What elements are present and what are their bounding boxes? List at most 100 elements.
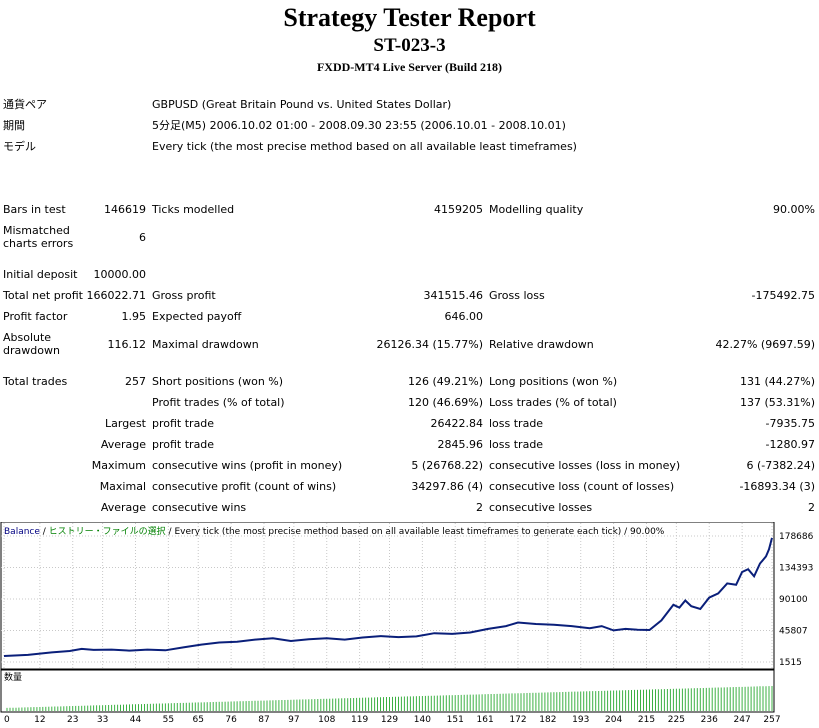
model-label: モデル: [3, 140, 36, 153]
ptrades-label: Profit trades (% of total): [152, 396, 285, 409]
average-profit-value: 2845.96: [437, 438, 484, 451]
x-tick-label: 0: [4, 715, 10, 724]
largest-label: Largest: [105, 417, 146, 430]
x-tick-label: 129: [381, 715, 398, 724]
quality-value: 90.00%: [773, 203, 815, 216]
short-label: Short positions (won %): [152, 375, 284, 388]
avglosses-value: 2: [808, 501, 815, 514]
x-tick-label: 204: [605, 715, 622, 724]
maxwins-label: consecutive wins (profit in money): [152, 459, 343, 472]
pf-value: 1.95: [121, 310, 147, 323]
x-tick-label: 97: [288, 715, 299, 724]
x-tick-label: 12: [34, 715, 45, 724]
payoff-label: Expected payoff: [152, 310, 242, 323]
x-tick-label: 193: [572, 715, 589, 724]
maxlosses-label: consecutive losses (loss in money): [489, 459, 681, 472]
x-tick-label: 23: [67, 715, 78, 724]
server-name: FXDD-MT4 Live Server (Build 218): [316, 60, 503, 74]
maxprofit-value: 34297.86 (4): [411, 480, 483, 493]
symbol-value: GBPUSD (Great Britain Pound vs. United S…: [152, 98, 452, 111]
x-tick-label: 65: [193, 715, 204, 724]
grossloss-value: -175492.75: [751, 289, 815, 302]
average-profit-label: profit trade: [152, 438, 215, 451]
ltrades-value: 137 (53.31%): [739, 396, 815, 409]
chart-header: Balance / ヒストリー・ファイルの選択 / Every tick (th…: [4, 525, 665, 537]
x-tick-label: 247: [734, 715, 751, 724]
ltrades-label: Loss trades (% of total): [489, 396, 617, 409]
mismatch-value: 6: [139, 231, 146, 244]
ticks-value: 4159205: [434, 203, 483, 216]
deposit-value: 10000.00: [93, 268, 147, 281]
absdd-value: 116.12: [107, 338, 147, 351]
grossprofit-value: 341515.46: [423, 289, 484, 302]
chart-header-balance: Balance: [4, 527, 40, 537]
maxprofit-label: consecutive profit (count of wins): [152, 480, 337, 493]
average-loss-label: loss trade: [489, 438, 544, 451]
chart-header-sep: /: [40, 527, 49, 537]
x-tick-label: 236: [701, 715, 718, 724]
x-tick-label: 257: [763, 715, 780, 724]
grossloss-label: Gross loss: [489, 289, 545, 302]
model-value: Every tick (the most precise method base…: [152, 140, 577, 153]
volume-label: 数量: [4, 671, 22, 683]
avgcons-label: Average: [100, 501, 146, 514]
average-loss-value: -1280.97: [765, 438, 815, 451]
balance-line: [3, 537, 773, 657]
reldd-label: Relative drawdown: [489, 338, 594, 351]
y-tick-label: 134393: [779, 564, 813, 574]
period-value: 5分足(M5) 2006.10.02 01:00 - 2008.09.30 23…: [152, 119, 566, 132]
largest-loss-label: loss trade: [489, 417, 544, 430]
x-tick-label: 151: [447, 715, 464, 724]
maxdd-label: Maximal drawdown: [152, 338, 259, 351]
maxdd-value: 26126.34 (15.77%): [376, 338, 483, 351]
average-label: Average: [100, 438, 146, 451]
netprofit-value: 166022.71: [86, 289, 147, 302]
maxloss-label: consecutive loss (count of losses): [489, 480, 675, 493]
y-tick-label: 45807: [779, 627, 808, 637]
report-title: Strategy Tester Report: [283, 3, 536, 32]
payoff-value: 646.00: [444, 310, 484, 323]
maximum-label: Maximum: [91, 459, 146, 472]
maxlosses-value: 6 (-7382.24): [746, 459, 815, 472]
maximal-label: Maximal: [99, 480, 146, 493]
ptrades-value: 120 (46.69%): [407, 396, 483, 409]
grossprofit-label: Gross profit: [152, 289, 216, 302]
maxloss-value: -16893.34 (3): [739, 480, 815, 493]
x-tick-label: 225: [668, 715, 685, 724]
largest-profit-label: profit trade: [152, 417, 215, 430]
deposit-label: Initial deposit: [3, 268, 78, 281]
avgwins-value: 2: [476, 501, 483, 514]
chart-header-history: ヒストリー・ファイルの選択: [49, 525, 166, 537]
pf-label: Profit factor: [3, 310, 68, 323]
x-tick-label: 161: [477, 715, 494, 724]
quality-label: Modelling quality: [489, 203, 584, 216]
absdd-label: Absolute drawdown: [3, 331, 60, 357]
y-tick-label: 90100: [779, 595, 808, 605]
x-tick-label: 55: [163, 715, 174, 724]
symbol-label: 通貨ペア: [3, 98, 47, 111]
bars-value: 146619: [104, 203, 146, 216]
mismatch-label: Mismatched charts errors: [3, 224, 74, 250]
x-tick-label: 76: [225, 715, 237, 724]
trades-label: Total trades: [3, 375, 68, 388]
x-tick-label: 108: [318, 715, 335, 724]
report-code: ST-023-3: [373, 35, 446, 56]
x-tick-label: 215: [638, 715, 655, 724]
y-tick-label: 178686: [779, 532, 814, 542]
long-value: 131 (44.27%): [739, 375, 815, 388]
short-value: 126 (49.21%): [407, 375, 483, 388]
x-tick-label: 33: [97, 715, 108, 724]
balance-chart: Balance / ヒストリー・ファイルの選択 / Every tick (th…: [0, 521, 819, 725]
x-tick-label: 182: [539, 715, 556, 724]
netprofit-label: Total net profit: [3, 289, 83, 302]
largest-profit-value: 26422.84: [430, 417, 484, 430]
x-tick-label: 140: [414, 715, 431, 724]
balance-plot-frame: [0, 521, 775, 670]
x-tick-label: 44: [130, 715, 142, 724]
x-tick-label: 87: [258, 715, 269, 724]
x-tick-label: 172: [509, 715, 526, 724]
trades-value: 257: [125, 375, 146, 388]
y-tick-label: 1515: [779, 658, 802, 668]
bars-label: Bars in test: [3, 203, 66, 216]
period-label: 期間: [3, 119, 25, 132]
